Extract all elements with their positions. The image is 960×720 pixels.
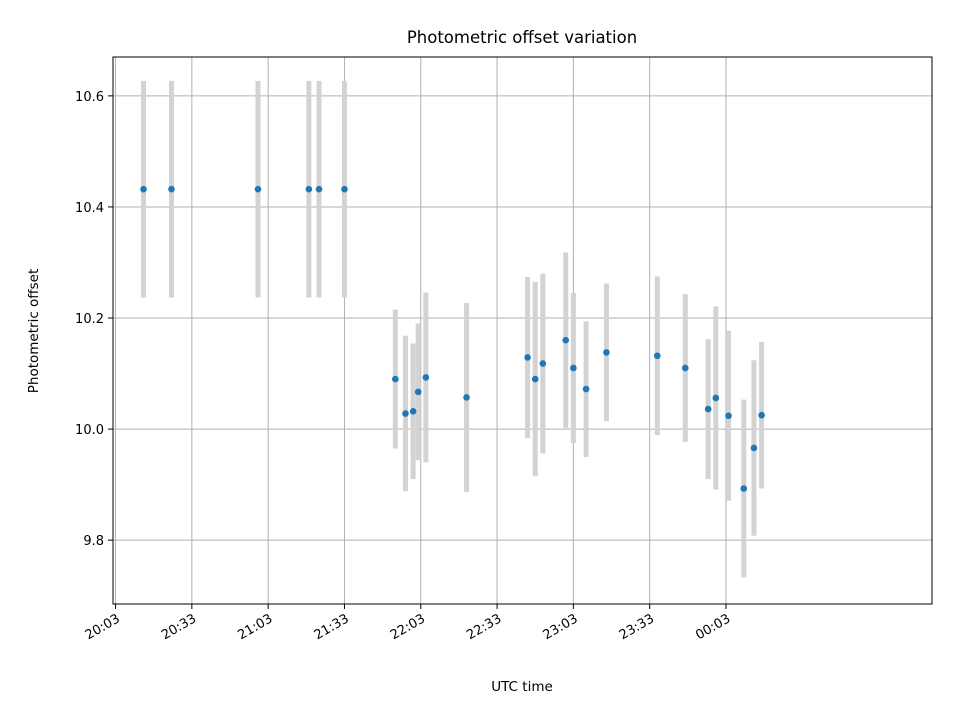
chart-title: Photometric offset variation (407, 28, 637, 47)
data-point (758, 411, 765, 419)
data-point (603, 349, 610, 356)
data-point (409, 408, 417, 415)
data-point (681, 364, 689, 372)
data-points (140, 185, 765, 492)
data-point (539, 360, 547, 367)
y-axis-label: Photometric offset (26, 269, 42, 393)
y-tick-label: 10.4 (75, 201, 104, 216)
data-point (140, 185, 147, 193)
data-point (704, 405, 712, 413)
data-point (654, 352, 661, 360)
data-point (740, 485, 748, 492)
data-point (392, 375, 399, 383)
data-point (168, 185, 175, 193)
data-point (402, 410, 409, 417)
data-point (315, 185, 323, 193)
y-tick-label: 10.0 (75, 423, 104, 438)
data-point (712, 394, 720, 402)
y-tick-label: 10.2 (75, 312, 104, 327)
data-point (414, 388, 422, 396)
data-point (582, 385, 590, 393)
y-tick-label: 9.8 (83, 534, 104, 549)
x-axis-label: UTC time (491, 679, 553, 695)
data-point (341, 185, 348, 193)
data-point (422, 374, 430, 381)
data-point (750, 444, 758, 452)
data-point (305, 185, 313, 193)
plot-frame (112, 56, 933, 605)
data-point (531, 375, 539, 383)
data-point (725, 412, 732, 420)
data-point (524, 354, 531, 361)
data-point (562, 336, 570, 344)
data-point (254, 185, 262, 193)
y-tick-label: 10.6 (75, 90, 104, 105)
grid-lines (113, 57, 932, 604)
data-point (463, 394, 470, 401)
data-point (570, 364, 577, 372)
